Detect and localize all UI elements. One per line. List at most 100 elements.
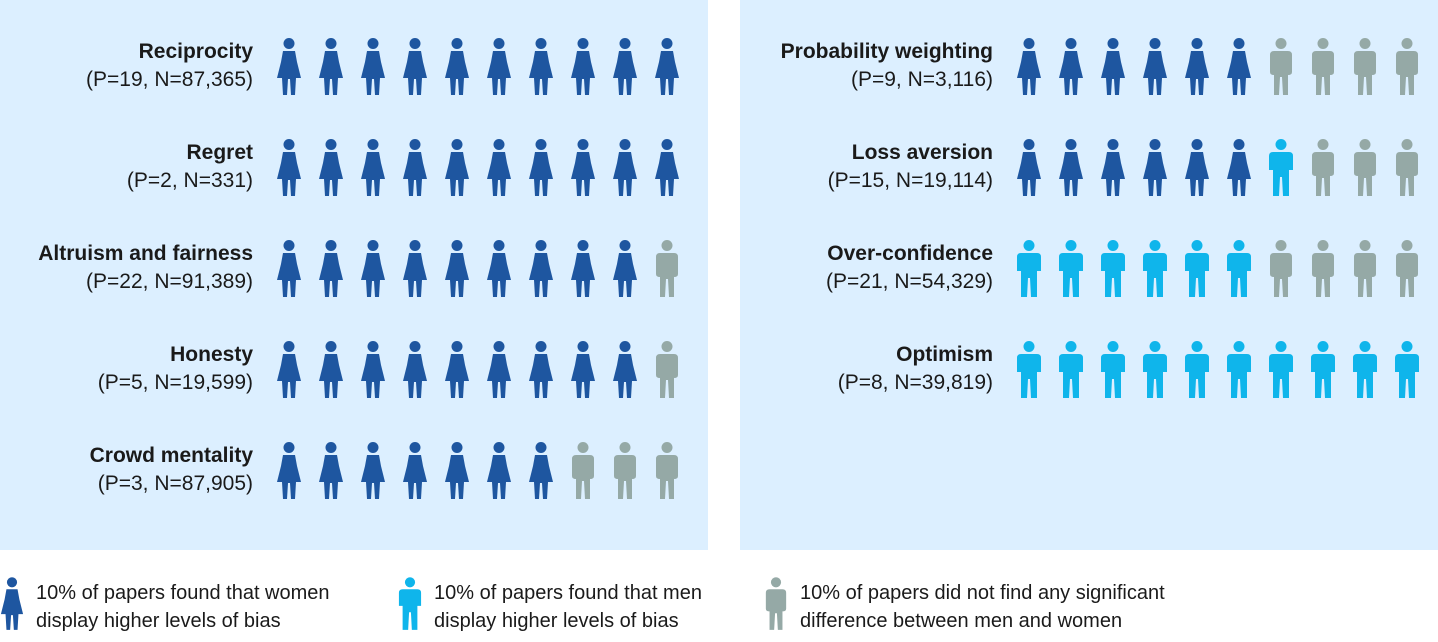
bias-label: Regret (P=2, N=331) [0, 139, 253, 195]
man-icon [1017, 240, 1041, 297]
bias-title: Over-confidence [827, 242, 993, 265]
man-icon [1269, 139, 1293, 196]
woman-icon [571, 38, 595, 95]
person-icon [572, 442, 594, 499]
person-icon [1354, 38, 1376, 95]
woman-icon [403, 240, 427, 297]
man-icon [1101, 341, 1125, 398]
woman-icon [445, 38, 469, 95]
bias-title: Altruism and fairness [38, 242, 253, 265]
woman-icon [571, 240, 595, 297]
man-icon [398, 577, 422, 630]
woman-icon [487, 442, 511, 499]
woman-icon [571, 139, 595, 196]
woman-icon [655, 139, 679, 196]
woman-icon [571, 341, 595, 398]
woman-icon [613, 38, 637, 95]
person-icon [1354, 240, 1376, 297]
bias-stats: (P=3, N=87,905) [97, 472, 253, 495]
woman-icon [319, 442, 343, 499]
woman-icon [361, 240, 385, 297]
woman-icon [613, 139, 637, 196]
legend-women-line2: display higher levels of bias [36, 610, 281, 632]
legend-men-line1: 10% of papers found that men [434, 582, 702, 604]
woman-icon [319, 240, 343, 297]
woman-icon [0, 577, 24, 630]
bias-row: Reciprocity (P=19, N=87,365) [0, 38, 708, 128]
woman-icon [1227, 38, 1251, 95]
person-icon [1270, 38, 1292, 95]
person-icon [1396, 38, 1418, 95]
bias-title: Probability weighting [780, 40, 993, 63]
man-icon [1101, 240, 1125, 297]
woman-icon [529, 442, 553, 499]
person-icon [765, 577, 787, 630]
bias-row: Honesty (P=5, N=19,599) [0, 341, 708, 431]
bias-row: Regret (P=2, N=331) [0, 139, 708, 229]
woman-icon [361, 38, 385, 95]
woman-icon [1101, 139, 1125, 196]
person-icon [656, 240, 678, 297]
legend-none-line2: difference between men and women [800, 610, 1123, 632]
bias-title: Crowd mentality [89, 444, 253, 467]
legend: 10% of papers found that women display h… [0, 575, 1438, 639]
legend-women-line1: 10% of papers found that women [36, 582, 330, 604]
bias-title: Optimism [896, 343, 993, 366]
left-panel: Reciprocity (P=19, N=87,365) Regret (P=2, N… [0, 0, 708, 550]
man-icon [1185, 240, 1209, 297]
bias-title: Regret [186, 141, 253, 164]
woman-icon [277, 442, 301, 499]
bias-title: Honesty [170, 343, 253, 366]
man-icon [1059, 341, 1083, 398]
woman-icon [277, 139, 301, 196]
bias-row: Crowd mentality (P=3, N=87,905) [0, 442, 708, 532]
woman-icon [319, 38, 343, 95]
man-icon [1227, 341, 1251, 398]
woman-icon [1143, 139, 1167, 196]
bias-label: Crowd mentality (P=3, N=87,905) [0, 442, 253, 498]
woman-icon [487, 341, 511, 398]
person-icon [1396, 139, 1418, 196]
person-icon [614, 442, 636, 499]
woman-icon [487, 38, 511, 95]
woman-icon [529, 38, 553, 95]
woman-icon [1059, 139, 1083, 196]
person-icon [1270, 240, 1292, 297]
bias-stats: (P=15, N=19,114) [827, 169, 993, 192]
bias-title: Reciprocity [138, 40, 253, 63]
bias-row: Altruism and fairness (P=22, N=91,389) [0, 240, 708, 330]
person-icon [1354, 139, 1376, 196]
bias-row: Optimism (P=8, N=39,819) [740, 341, 1438, 431]
person-icon [656, 442, 678, 499]
woman-icon [655, 38, 679, 95]
woman-icon [319, 139, 343, 196]
person-icon [1312, 240, 1334, 297]
bias-stats: (P=22, N=91,389) [86, 270, 253, 293]
person-icon [1396, 240, 1418, 297]
woman-icon [445, 139, 469, 196]
woman-icon [1101, 38, 1125, 95]
woman-icon [487, 139, 511, 196]
woman-icon [613, 341, 637, 398]
woman-icon [361, 442, 385, 499]
man-icon [1353, 341, 1377, 398]
legend-men-line2: display higher levels of bias [434, 610, 679, 632]
bias-label: Probability weighting (P=9, N=3,116) [740, 38, 993, 94]
man-icon [1185, 341, 1209, 398]
woman-icon [1059, 38, 1083, 95]
bias-stats: (P=2, N=331) [126, 169, 253, 192]
bias-label: Over-confidence (P=21, N=54,329) [740, 240, 993, 296]
bias-row: Over-confidence (P=21, N=54,329) [740, 240, 1438, 330]
woman-icon [361, 341, 385, 398]
bias-label: Honesty (P=5, N=19,599) [0, 341, 253, 397]
man-icon [1017, 341, 1041, 398]
man-icon [1269, 341, 1293, 398]
man-icon [1143, 240, 1167, 297]
bias-stats: (P=8, N=39,819) [837, 371, 993, 394]
bias-title: Loss aversion [851, 141, 993, 164]
woman-icon [403, 38, 427, 95]
woman-icon [529, 139, 553, 196]
woman-icon [487, 240, 511, 297]
bias-stats: (P=5, N=19,599) [97, 371, 253, 394]
woman-icon [403, 341, 427, 398]
